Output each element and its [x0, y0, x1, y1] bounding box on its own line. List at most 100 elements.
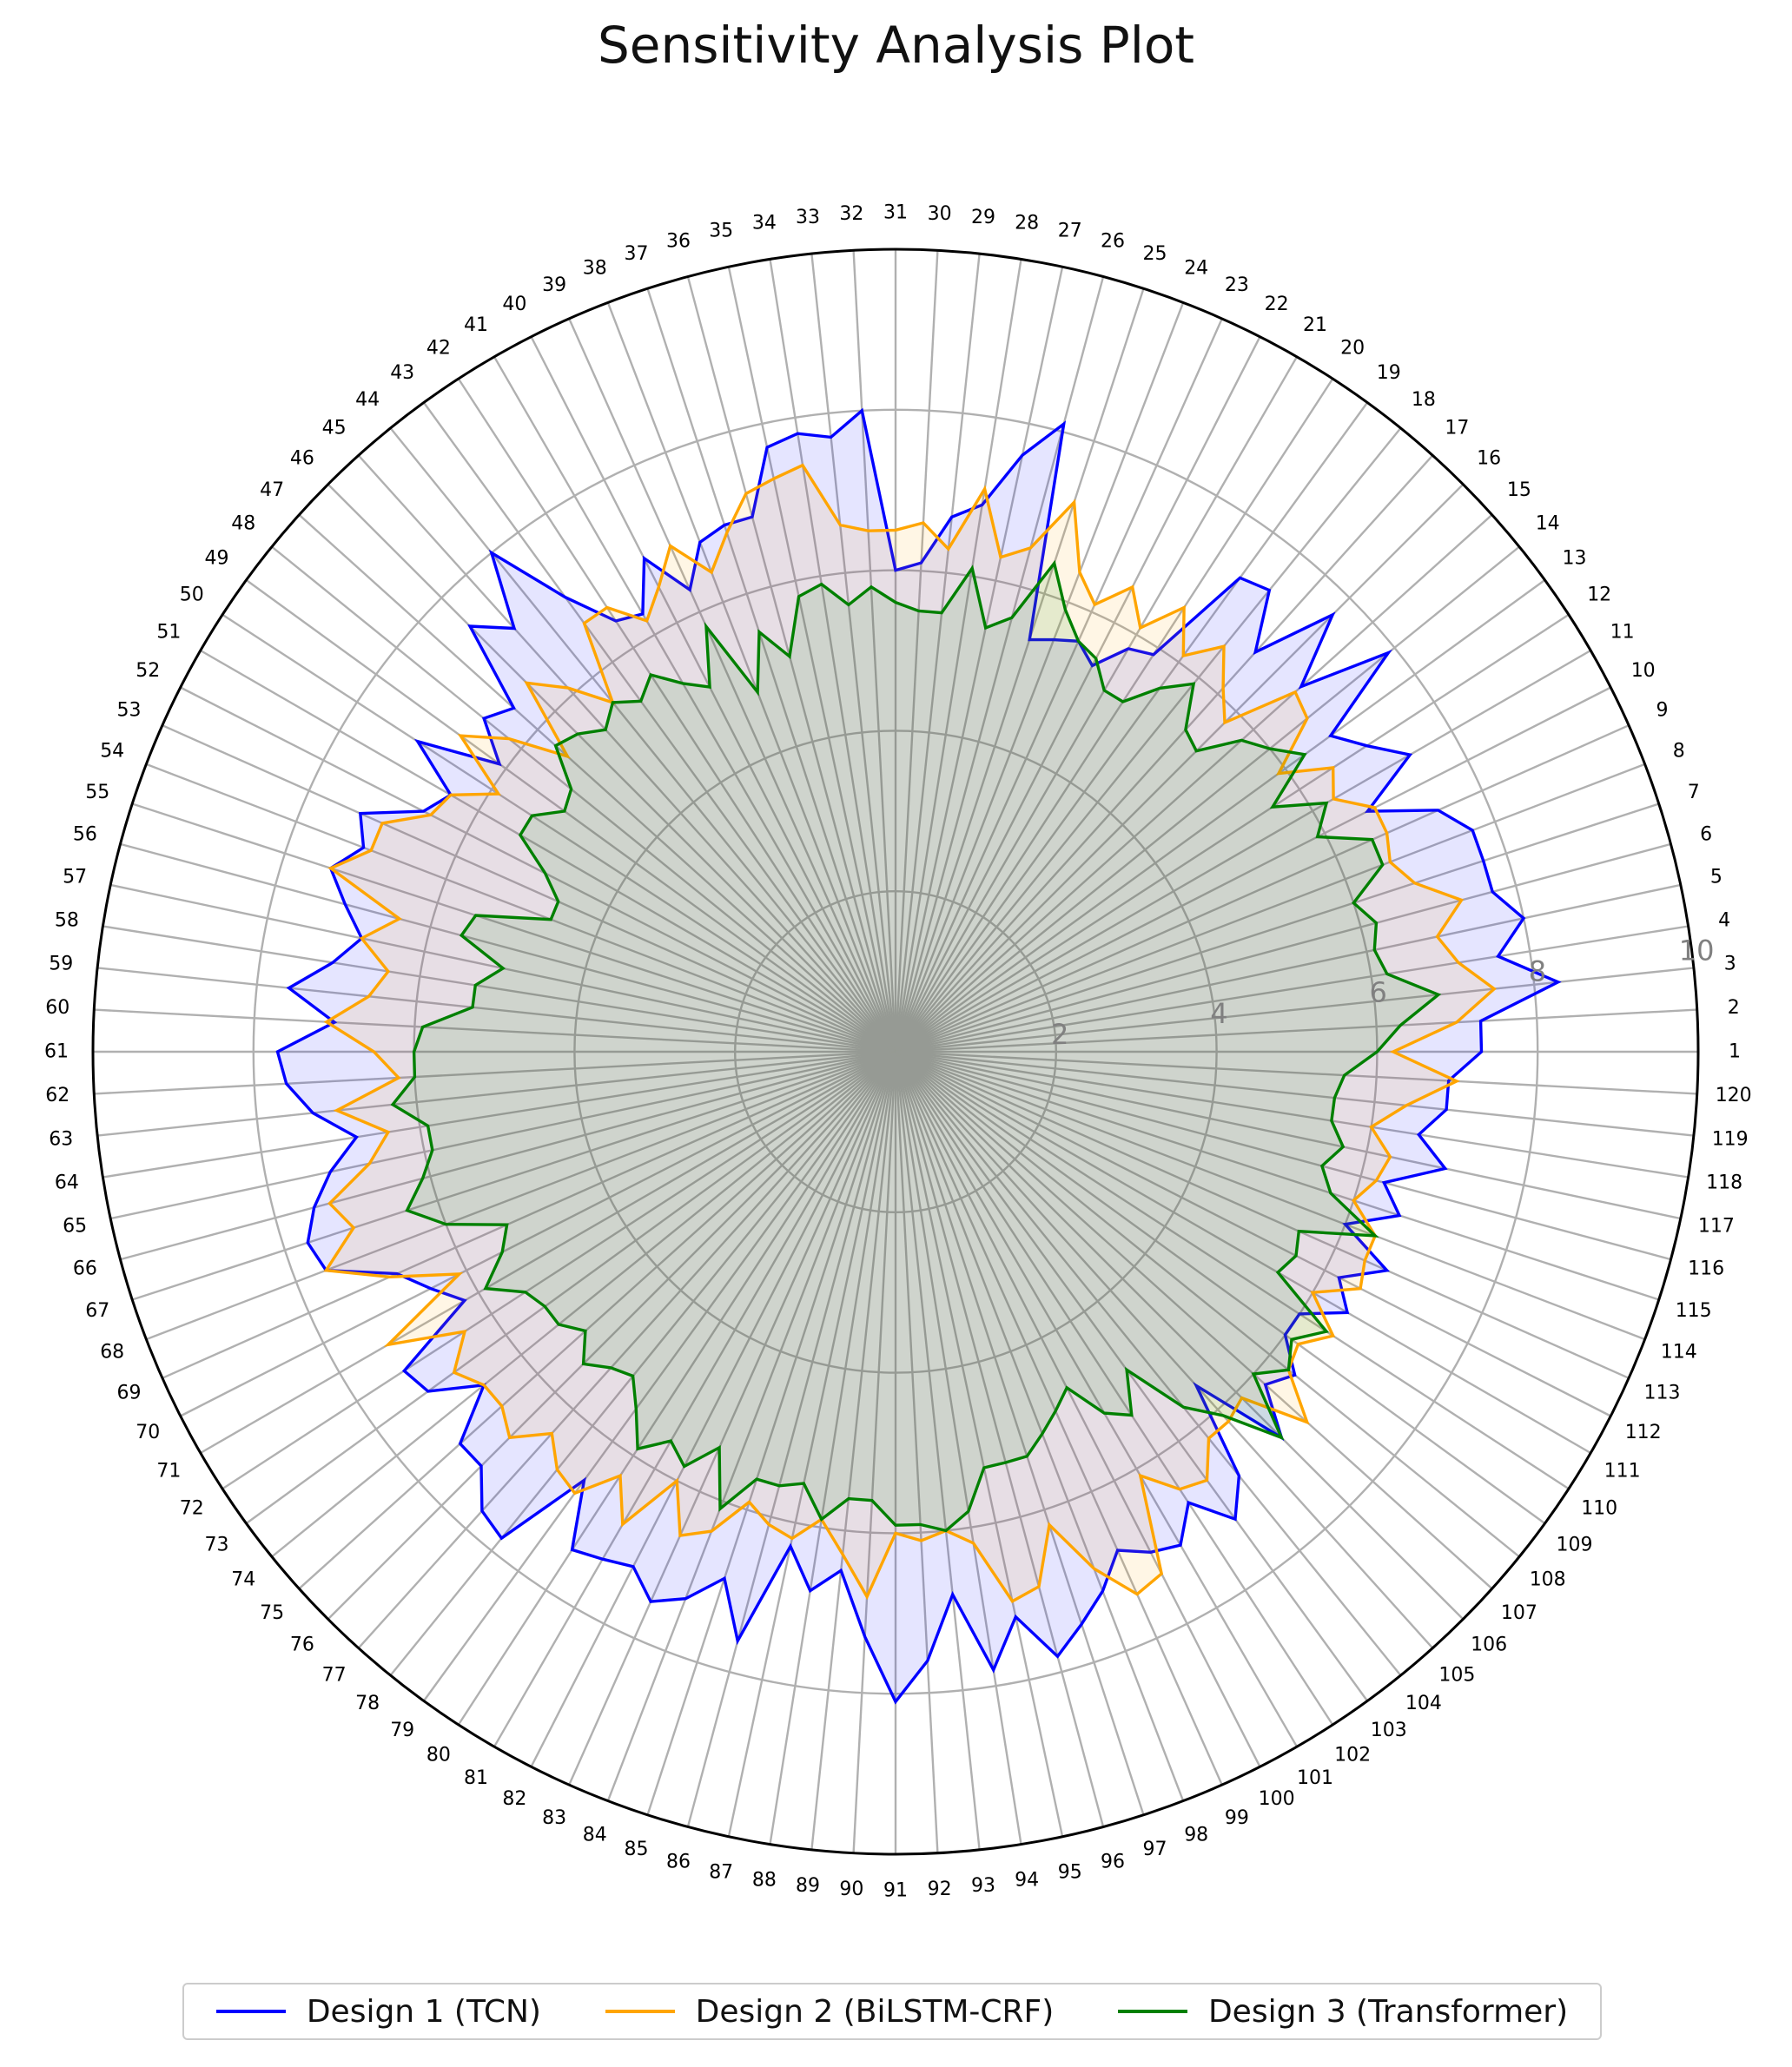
angle-tick-label: 70: [136, 1422, 160, 1443]
angle-tick-label: 11: [1610, 622, 1635, 644]
angle-tick-label: 21: [1303, 314, 1327, 336]
radial-gridline: [894, 253, 981, 1053]
radial-gridline: [895, 1050, 1682, 1220]
angle-tick-label: 57: [63, 867, 87, 888]
radial-gridline: [457, 378, 897, 1053]
angle-tick-label: 30: [928, 203, 952, 225]
angle-tick-label: 40: [502, 294, 526, 315]
angle-tick-label: 60: [45, 997, 69, 1019]
radar-labels: 1234567891011121314151617181920212223242…: [44, 202, 1752, 1902]
angle-tick-label: 76: [290, 1634, 314, 1656]
angle-tick-label: 90: [839, 1879, 863, 1900]
radial-tick-label: 2: [1051, 1018, 1068, 1051]
radial-gridline: [895, 483, 1465, 1053]
radial-gridline: [271, 545, 896, 1053]
angle-tick-label: 113: [1644, 1382, 1681, 1403]
angle-tick-label: 17: [1445, 418, 1469, 439]
radial-gridline: [327, 1051, 896, 1621]
angle-tick-label: 117: [1698, 1215, 1735, 1237]
angle-tick-label: 100: [1259, 1788, 1295, 1810]
angle-tick-label: 34: [752, 212, 777, 234]
radial-gridline: [894, 1051, 1334, 1726]
angle-tick-label: 14: [1536, 513, 1560, 535]
angle-tick-label: 51: [156, 622, 181, 644]
angle-tick-label: 16: [1477, 447, 1501, 469]
angle-tick-label: 86: [666, 1852, 691, 1873]
angle-tick-label: 26: [1101, 230, 1125, 252]
angle-tick-label: 13: [1563, 548, 1587, 570]
angle-tick-label: 4: [1718, 909, 1730, 931]
radial-gridline: [895, 1050, 1646, 1341]
angle-tick-label: 88: [752, 1870, 777, 1892]
radial-gridline: [894, 250, 939, 1053]
circular-gridline: [734, 889, 1058, 1213]
radial-gridline: [895, 1051, 1520, 1558]
radial-gridline: [894, 318, 1223, 1053]
angle-tick-label: 74: [231, 1568, 255, 1590]
radial-gridline: [646, 1051, 897, 1816]
radial-gridline: [769, 259, 897, 1053]
radial-gridline: [894, 1051, 981, 1851]
radial-gridline: [894, 301, 1185, 1053]
radial-gridline: [606, 301, 897, 1053]
radial-gridline: [245, 578, 896, 1053]
radial-gridline: [895, 513, 1493, 1053]
radial-gridline: [145, 763, 896, 1053]
angle-tick-label: 22: [1265, 294, 1289, 315]
angle-tick-label: 104: [1405, 1693, 1442, 1714]
angle-tick-label: 84: [583, 1824, 607, 1846]
chart-legend: Design 1 (TCN) Design 2 (BiLSTM-CRF) Desig…: [182, 1983, 1602, 2040]
radial-gridline: [606, 1051, 897, 1802]
radial-gridline: [895, 613, 1570, 1053]
radial-gridline: [389, 427, 896, 1053]
angle-tick-label: 110: [1581, 1498, 1617, 1520]
radial-gridline: [769, 1051, 897, 1845]
angle-tick-label: 39: [542, 274, 566, 296]
radial-gridline: [895, 1050, 1630, 1379]
angle-tick-label: 32: [839, 203, 863, 225]
radial-gridline: [109, 1050, 896, 1220]
angle-tick-label: 68: [100, 1342, 124, 1364]
radial-gridline: [162, 724, 896, 1053]
radial-gridline: [96, 1050, 896, 1137]
angle-tick-label: 71: [156, 1461, 181, 1483]
radial-gridline: [895, 1051, 1402, 1676]
radial-gridline: [895, 925, 1689, 1053]
radial-gridline: [200, 1050, 896, 1455]
angle-tick-label: 120: [1716, 1085, 1752, 1106]
series-fill-3: [393, 563, 1438, 1531]
radial-gridline: [493, 1051, 897, 1747]
radial-gridline: [894, 1051, 1022, 1845]
radial-gridline: [162, 1050, 896, 1379]
angle-tick-label: 81: [464, 1767, 488, 1789]
angle-tick-label: 61: [44, 1041, 69, 1063]
radial-gridline: [895, 1050, 1591, 1455]
radial-gridline: [894, 266, 1064, 1053]
radial-gridline: [357, 1051, 896, 1649]
radial-gridline: [357, 454, 896, 1053]
radial-gridline: [895, 763, 1646, 1053]
radial-gridline: [298, 513, 896, 1053]
radial-gridline: [120, 842, 896, 1053]
angle-tick-label: 20: [1340, 337, 1365, 359]
radial-gridline: [94, 1008, 896, 1053]
angle-tick-label: 58: [55, 909, 79, 931]
radial-gridline: [894, 1051, 939, 1853]
radial-gridline: [120, 1050, 896, 1261]
angle-tick-label: 33: [796, 207, 820, 228]
radial-gridline: [894, 378, 1334, 1053]
angle-tick-label: 10: [1631, 660, 1656, 682]
angle-tick-label: 6: [1700, 824, 1712, 846]
angle-tick-label: 50: [180, 584, 204, 605]
radial-gridline: [852, 250, 897, 1053]
radial-gridline: [895, 1051, 1465, 1621]
angle-tick-label: 31: [883, 202, 908, 224]
angle-tick-label: 45: [322, 418, 347, 439]
legend-entry-2: Design 2 (BiLSTM-CRF): [605, 1994, 1054, 2030]
angle-tick-label: 28: [1015, 212, 1039, 234]
angle-tick-label: 43: [390, 362, 414, 384]
radial-gridline: [894, 276, 1105, 1053]
angle-tick-label: 48: [231, 513, 255, 535]
angle-tick-label: 44: [355, 389, 380, 411]
angle-tick-label: 65: [63, 1215, 87, 1237]
